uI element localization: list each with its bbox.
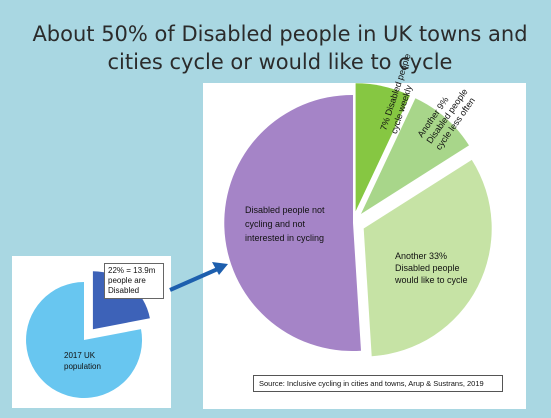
slice-cycle-weekly	[355, 83, 411, 212]
source-note: Source: Inclusive cycling in cities and …	[253, 375, 503, 392]
arrow-shaft	[169, 266, 221, 292]
slice-uk-population	[26, 282, 143, 398]
title-line-2: cities cycle or would like to cycle	[107, 50, 453, 74]
arrow-head	[212, 262, 228, 275]
slice-cycle-less-often	[360, 98, 469, 214]
label-uk-population: 2017 UK population	[64, 351, 101, 371]
disabled-share-callout: 22% = 13.9m people are Disabled	[104, 263, 164, 299]
title-line-1: About 50% of Disabled people in UK towns…	[32, 22, 528, 46]
label-would-like-to-cycle: Another 33% Disabled people would like to …	[394, 251, 468, 285]
main-pie-chart: 7% Disabled peoplecycle weekly Another 9%…	[224, 52, 492, 357]
main-chart-panel: 7% Disabled peoplecycle weekly Another 9%…	[203, 52, 526, 409]
slice-would-like-to-cycle	[363, 159, 492, 357]
population-pie-chart: 2017 UK population	[26, 271, 150, 398]
slice-not-interested	[224, 94, 361, 351]
label-not-interested: Disabled people not cycling and not intere…	[245, 205, 325, 243]
slide-title: About 50% of Disabled people in UK towns…	[30, 20, 530, 76]
